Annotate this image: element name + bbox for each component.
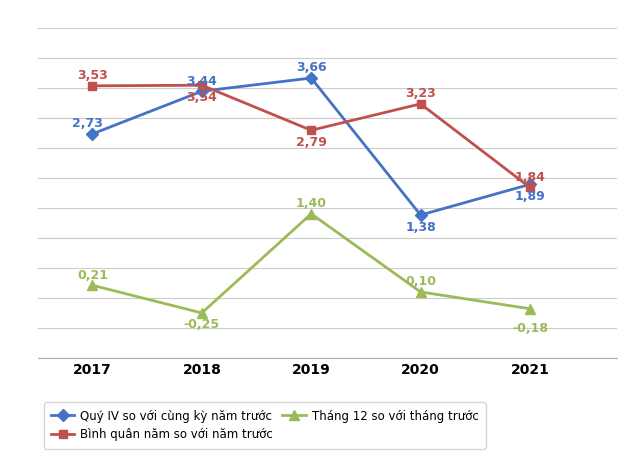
Text: -0,18: -0,18 <box>512 322 548 335</box>
Text: 3,66: 3,66 <box>296 62 326 74</box>
Text: 3,44: 3,44 <box>186 74 217 88</box>
Text: 3,23: 3,23 <box>405 87 436 100</box>
Text: 2,79: 2,79 <box>295 136 326 149</box>
Text: 3,53: 3,53 <box>77 69 108 82</box>
Text: -0,25: -0,25 <box>184 319 220 331</box>
Text: 1,84: 1,84 <box>515 171 546 184</box>
Text: 0,21: 0,21 <box>77 269 108 282</box>
Legend: Quý IV so với cùng kỳ năm trước, Bình quân năm so với năm trước, Tháng 12 so với: Quý IV so với cùng kỳ năm trước, Bình qu… <box>43 403 486 448</box>
Text: 0,10: 0,10 <box>405 275 436 288</box>
Text: 1,40: 1,40 <box>295 197 327 210</box>
Text: 2,73: 2,73 <box>72 117 103 130</box>
Text: 3,54: 3,54 <box>186 91 217 104</box>
Text: 1,38: 1,38 <box>405 220 436 234</box>
Text: 1,89: 1,89 <box>515 190 546 203</box>
